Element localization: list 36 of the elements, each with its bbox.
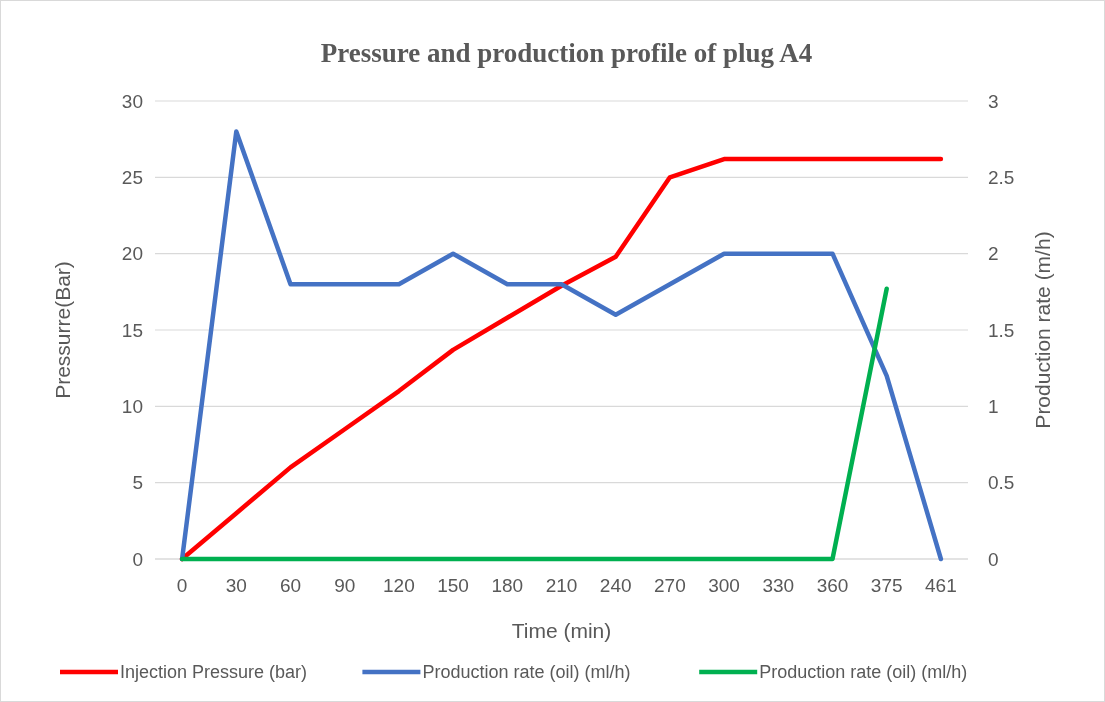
y-tick-label: 25: [121, 166, 143, 188]
x-tick-label: 90: [334, 575, 356, 596]
x-tick-label: 60: [279, 575, 302, 596]
x-tick-label: 240: [599, 575, 632, 596]
x-tick-label: 210: [545, 575, 578, 596]
y2-tick-label: 1.5: [988, 319, 1015, 341]
legend-label: Production rate (oil) (ml/h): [422, 662, 631, 683]
x-tick-label: 120: [383, 575, 415, 596]
legend-label: Production rate (oil) (ml/h): [759, 662, 968, 683]
y2-axis-title: Production rate (m/h): [1031, 231, 1054, 429]
y2-tick-label: 1: [988, 395, 999, 417]
x-tick-label: 300: [708, 575, 740, 596]
x-tick-label: 150: [437, 575, 469, 596]
y-axis-title: Pressurre(Bar): [51, 261, 74, 399]
x-axis-title: Time (min): [511, 619, 612, 642]
y2-tick-label: 0: [988, 548, 999, 570]
chart-title: Pressure and production profile of plug A4: [320, 38, 813, 68]
x-tick-label: 0: [176, 575, 188, 596]
y-tick-label: 15: [121, 319, 143, 341]
y-tick-label: 20: [121, 243, 143, 265]
y-tick-label: 5: [132, 472, 143, 494]
x-tick-label: 461: [925, 575, 957, 596]
legend-label: Injection Pressure (bar): [120, 662, 308, 683]
x-tick-label: 360: [816, 575, 849, 596]
x-tick-label: 330: [762, 575, 795, 596]
y2-tick-label: 0.5: [988, 472, 1015, 494]
x-tick-label: 375: [870, 575, 903, 596]
x-tick-label: 30: [225, 575, 247, 596]
y-tick-label: 10: [121, 395, 143, 417]
x-tick-label: 180: [491, 575, 524, 596]
y2-tick-label: 2.5: [988, 166, 1015, 188]
y-tick-label: 30: [121, 90, 143, 112]
y2-tick-label: 3: [988, 90, 999, 112]
x-tick-label: 270: [654, 575, 686, 596]
y-tick-label: 0: [132, 548, 143, 570]
y2-tick-label: 2: [988, 243, 999, 265]
